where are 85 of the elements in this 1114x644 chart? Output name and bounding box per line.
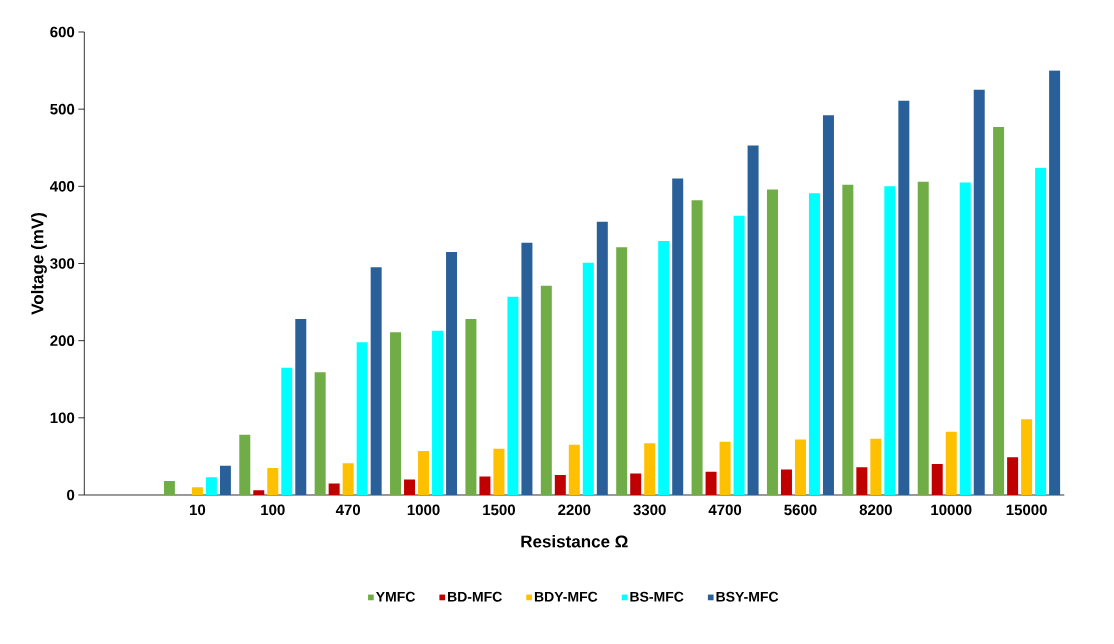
bar <box>794 439 806 495</box>
bar <box>672 178 684 495</box>
bar <box>390 332 402 495</box>
bar <box>582 262 594 495</box>
bar <box>616 247 628 495</box>
bar <box>884 186 896 495</box>
bar <box>356 342 368 495</box>
bar <box>253 490 265 495</box>
bar <box>973 89 985 495</box>
x-tick-label: 10 <box>189 504 206 516</box>
bar <box>465 319 477 495</box>
bar <box>596 221 608 495</box>
bar <box>521 242 533 495</box>
bar <box>733 215 745 495</box>
x-tick-label: 1500 <box>483 504 515 516</box>
legend-label: BD-MFC <box>448 591 502 602</box>
bar <box>822 115 834 495</box>
bar <box>314 372 326 495</box>
bar <box>554 474 566 495</box>
bar <box>479 476 491 495</box>
x-tick-label: 15000 <box>1006 504 1047 516</box>
bar <box>163 481 175 495</box>
bar <box>856 467 868 495</box>
bar <box>239 434 251 495</box>
bar <box>1007 457 1019 495</box>
legend-label: BS-MFC <box>630 591 684 602</box>
bar <box>1035 167 1047 495</box>
bar <box>780 469 792 495</box>
x-tick-label: 5600 <box>784 504 817 516</box>
y-axis-title: Voltage (mV) <box>30 213 47 315</box>
bar <box>959 182 971 495</box>
x-tick-label: 8200 <box>859 504 892 516</box>
bar <box>191 487 203 495</box>
y-tick-label: 100 <box>50 412 75 424</box>
bar <box>747 145 759 495</box>
bar <box>945 431 957 495</box>
bar <box>404 479 416 495</box>
y-tick-label: 400 <box>49 181 75 192</box>
legend-label: BDY-MFC <box>534 591 598 602</box>
bar <box>446 251 458 495</box>
bar <box>644 443 656 495</box>
bar <box>898 100 910 495</box>
y-tick-label: 300 <box>50 258 75 269</box>
x-tick-label: 4700 <box>708 504 742 516</box>
bar <box>493 448 505 495</box>
x-tick-label: 10000 <box>931 504 972 516</box>
bar <box>842 184 854 495</box>
bar <box>808 193 820 495</box>
bar <box>281 367 293 495</box>
y-tick-label: 200 <box>50 335 75 346</box>
x-tick-label: 100 <box>261 504 285 516</box>
bar <box>1049 70 1061 495</box>
bar <box>295 319 307 495</box>
bar <box>1021 419 1033 495</box>
bar <box>342 463 354 495</box>
x-tick-label: 470 <box>335 504 361 516</box>
bar <box>205 477 217 495</box>
bar <box>219 465 231 495</box>
bar <box>328 483 340 495</box>
bar <box>691 200 703 495</box>
bar <box>705 471 717 495</box>
y-tick-label: 0 <box>67 489 75 501</box>
legend-label: YMFC <box>375 591 416 602</box>
bar <box>568 444 580 495</box>
bar <box>432 330 444 495</box>
bar <box>870 438 882 495</box>
bar <box>931 464 943 495</box>
bar <box>766 189 778 495</box>
bar <box>507 296 519 495</box>
y-tick-label: 600 <box>50 26 75 38</box>
bar <box>267 467 279 495</box>
bar <box>540 285 552 495</box>
x-axis-title: Resistance Ω <box>521 535 628 548</box>
legend-label: BSY-MFC <box>716 591 779 602</box>
bar <box>917 181 929 495</box>
x-tick-label: 2200 <box>558 504 591 516</box>
bar <box>370 267 382 495</box>
x-tick-label: 3300 <box>633 504 666 516</box>
bar <box>418 451 430 495</box>
bar <box>993 126 1005 495</box>
bar <box>719 441 731 495</box>
bar <box>658 241 670 495</box>
bar <box>630 473 642 495</box>
y-tick-label: 500 <box>50 103 75 115</box>
x-tick-label: 1000 <box>407 504 440 516</box>
